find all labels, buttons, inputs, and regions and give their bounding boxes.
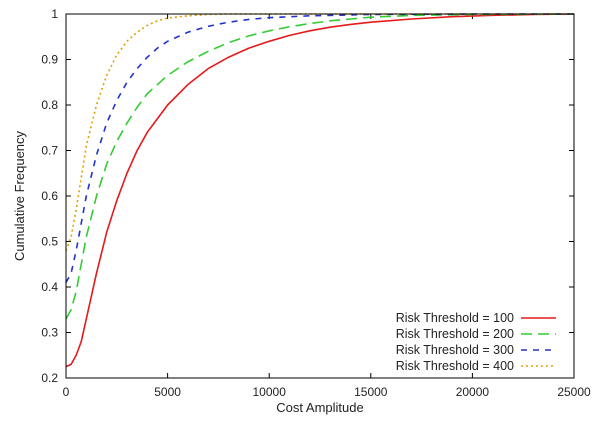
y-tick-label: 0.6 <box>41 189 58 203</box>
axis-ticks: 0 5000 10000 15000 20000 25000 0.2 0.3 0.4 0.5 0.6… <box>41 7 591 399</box>
y-tick-label: 0.2 <box>41 371 58 385</box>
series-line-3 <box>65 13 574 283</box>
y-tick-label: 0.3 <box>41 326 58 340</box>
series-line-2 <box>65 13 575 320</box>
x-axis-label: Cost Amplitude <box>276 400 363 415</box>
y-tick-label: 0.5 <box>41 235 58 249</box>
y-axis-label: Cumulative Frequency <box>12 130 27 261</box>
x-tick-label: 5000 <box>154 385 181 399</box>
series-lines <box>65 13 575 368</box>
legend-label: Risk Threshold = 200 <box>396 327 514 341</box>
plot-frame <box>65 13 575 379</box>
legend-label: Risk Threshold = 100 <box>396 311 514 325</box>
series-line-1 <box>65 13 575 368</box>
x-tick-label: 10000 <box>253 385 287 399</box>
legend: Risk Threshold = 100 Risk Threshold = 200… <box>396 311 556 373</box>
y-tick-label: 1 <box>51 7 58 21</box>
x-tick-label: 20000 <box>456 385 490 399</box>
series-line-4 <box>65 13 574 251</box>
y-tick-label: 0.8 <box>41 98 58 112</box>
x-tick-label: 15000 <box>354 385 388 399</box>
legend-label: Risk Threshold = 400 <box>396 359 514 373</box>
y-tick-label: 0.9 <box>41 53 58 67</box>
legend-label: Risk Threshold = 300 <box>396 343 514 357</box>
x-tick-label: 0 <box>63 385 70 399</box>
y-tick-label: 0.7 <box>41 144 58 158</box>
x-tick-label: 25000 <box>557 385 591 399</box>
y-tick-label: 0.4 <box>41 280 58 294</box>
